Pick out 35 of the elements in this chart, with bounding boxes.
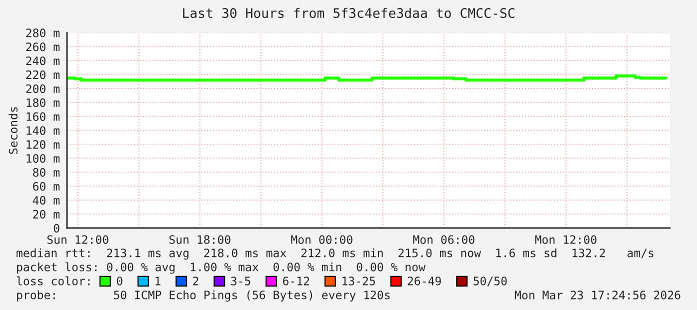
x-tick-label: Mon 00:00 (291, 235, 352, 244)
legend-label: 3-5 (231, 276, 250, 286)
legend-label: 26-49 (408, 276, 441, 286)
y-tick-label: 100 m (26, 154, 60, 163)
y-tick-label: 200 m (26, 84, 60, 94)
legend-label: 50/50 (474, 276, 507, 286)
y-tick-label: 220 m (26, 70, 60, 80)
y-tick-label: 20 m (33, 210, 60, 219)
legend-label: 6-12 (283, 276, 310, 286)
y-tick-label: 0 (54, 224, 60, 233)
text: probe: 50 ICMP Echo Pings (56 Bytes) every 120s (17, 290, 390, 302)
text: Mon Mar 23 17:24:56 2026 (514, 290, 680, 300)
x-tick-label: Sun 12:00 (47, 235, 108, 244)
legend-label: 2 (193, 276, 198, 286)
x-tick-label: Mon 06:00 (413, 235, 474, 244)
legend-label: 13-25 (342, 276, 375, 286)
y-tick-label: 280 m (26, 28, 60, 38)
x-tick-label: Mon 12:00 (535, 235, 596, 244)
legend-label: 0 (116, 276, 122, 286)
chart-title: Last 30 Hours from 5f3c4efe3daa to CMCC-SC (183, 8, 514, 18)
y-tick-label: 60 m (33, 182, 60, 191)
y-tick-label: 260 m (26, 42, 60, 52)
text: median rtt: 213.1 ms avg 218.0 ms max 212.0 ms min 215.0 ms now 1.6 ms sd 132.2 am/s (16, 248, 654, 260)
y-tick-label: 80 m (33, 168, 60, 177)
y-tick-label: 180 m (26, 98, 60, 108)
y-tick-label: 140 m (26, 126, 60, 135)
y-axis-title: Seconds (8, 107, 18, 154)
text: packet loss: 0.00 % avg 1.00 % max 0.00 % min 0.00 % now (17, 262, 426, 274)
y-tick-label: 160 m (26, 112, 60, 121)
legend-label: 1 (156, 276, 160, 286)
y-tick-label: 240 m (26, 56, 60, 66)
legend-title: loss color: (16, 276, 90, 286)
y-tick-label: 120 m (26, 140, 60, 149)
x-tick-label: Sun 18:00 (169, 235, 230, 244)
y-tick-label: 40 m (32, 196, 60, 205)
